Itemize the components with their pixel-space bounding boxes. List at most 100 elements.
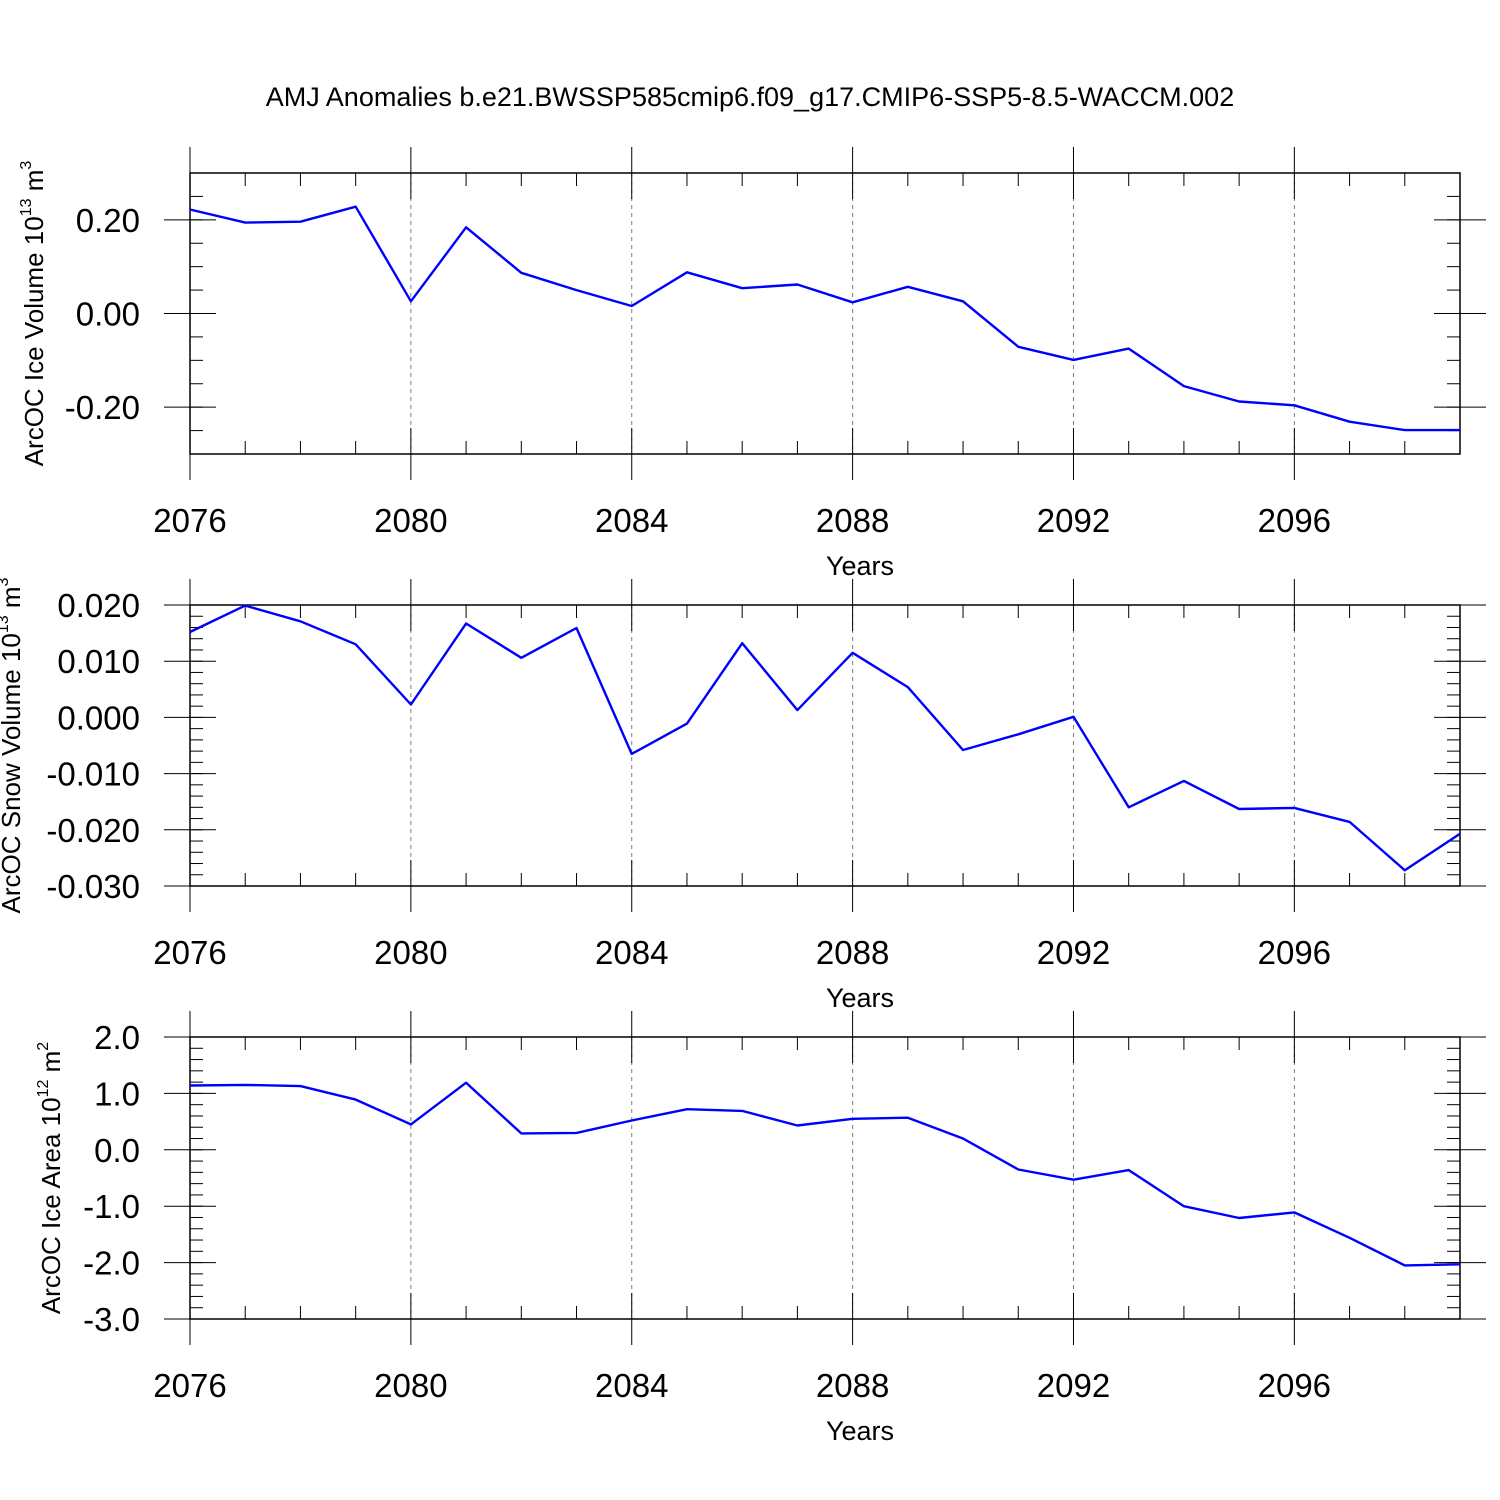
x-tick-label: 2096 (1258, 934, 1331, 971)
data-point (851, 1117, 855, 1121)
series-line (189, 604, 1461, 872)
y-tick-label: -0.030 (46, 868, 140, 905)
data-point (1348, 420, 1352, 424)
x-tick-label: 2088 (816, 934, 889, 971)
x-axis-label: Years (826, 551, 894, 581)
y-tick-label: 0.0 (94, 1132, 140, 1169)
y-tick-label: -3.0 (83, 1301, 140, 1338)
data-point (1071, 1178, 1075, 1182)
data-point (795, 282, 799, 286)
data-point (1403, 428, 1407, 432)
data-point (1127, 1168, 1131, 1172)
x-tick-label: 2088 (816, 1367, 889, 1404)
x-tick-label: 2084 (595, 1367, 668, 1404)
figure-title: AMJ Anomalies b.e21.BWSSP585cmip6.f09_g1… (266, 82, 1234, 112)
y-tick-label: 0.000 (57, 699, 140, 736)
panel-ice-volume: -0.20 0.00 0.20 2076 2080 2084 2088 2092 2096 Yea… (18, 147, 1486, 581)
series-line (189, 205, 1460, 432)
data-point (630, 304, 634, 308)
data-point (519, 656, 523, 660)
data-point (961, 1137, 965, 1141)
data-point (1182, 384, 1186, 388)
y-tick-label: -0.20 (65, 389, 140, 426)
data-point (354, 642, 358, 646)
y-tick-label: -0.010 (46, 756, 140, 793)
data-point (464, 622, 468, 626)
data-point (1016, 345, 1020, 349)
x-axis-label: Years (826, 983, 894, 1013)
panel-ice-area: -3.0 -2.0 -1.0 0.0 1.0 2.0 2076 2080 2084 2088 209… (35, 1011, 1486, 1446)
data-point (1458, 428, 1462, 432)
data-point (1182, 1204, 1186, 1208)
data-point (1237, 400, 1241, 404)
panel-snow-volume: -0.030 -0.020 -0.010 0.000 0.010 0.020 2076 208… (0, 577, 1486, 1013)
y-tick-label: -2.0 (83, 1245, 140, 1282)
data-point (464, 225, 468, 229)
y-tick-label: -1.0 (83, 1188, 140, 1225)
data-point (795, 1124, 799, 1128)
x-tick-label: 2080 (374, 934, 447, 971)
data-point (795, 708, 799, 712)
data-point (409, 299, 413, 303)
y-tick-label: 0.010 (57, 643, 140, 680)
data-point (961, 748, 965, 752)
data-point (1292, 1210, 1296, 1214)
data-point (1071, 715, 1075, 719)
plot-frame (189, 172, 1461, 455)
data-point (464, 1081, 468, 1085)
data-point (685, 1107, 689, 1111)
data-point (1458, 1262, 1462, 1266)
data-point (1458, 832, 1462, 836)
data-point (1127, 347, 1131, 351)
data-point (575, 1131, 579, 1135)
data-point (243, 604, 247, 608)
x-tick-label: 2088 (816, 502, 889, 539)
y-axis-label: ArcOC Ice Volume 1013 m3 (18, 161, 49, 467)
data-point (740, 641, 744, 645)
data-point (906, 685, 910, 689)
data-point (1403, 1263, 1407, 1267)
x-tick-label: 2080 (374, 502, 447, 539)
y-tick-label: -0.020 (46, 812, 140, 849)
y-tick-label: 0.00 (76, 296, 140, 333)
x-tick-label: 2076 (153, 502, 226, 539)
y-tick-label: 0.020 (57, 587, 140, 624)
data-point (188, 1084, 192, 1088)
x-tick-label: 2096 (1258, 1367, 1331, 1404)
data-point (1016, 732, 1020, 736)
plot-frame (189, 1036, 1461, 1320)
data-point (630, 1118, 634, 1122)
x-tick-label: 2084 (595, 934, 668, 971)
x-tick-label: 2096 (1258, 502, 1331, 539)
data-point (1016, 1168, 1020, 1172)
data-point (1348, 820, 1352, 824)
series-line (189, 1081, 1461, 1267)
y-axis-label: ArcOC Snow Volume 1013 m3 (0, 577, 26, 913)
x-tick-label: 2092 (1037, 502, 1110, 539)
x-tick-label: 2092 (1037, 1367, 1110, 1404)
x-tick-label: 2084 (595, 502, 668, 539)
data-point (685, 722, 689, 726)
data-point (298, 619, 302, 623)
data-point (685, 270, 689, 274)
x-tick-label: 2080 (374, 1367, 447, 1404)
data-point (630, 752, 634, 756)
y-axis-label: ArcOC Ice Area 1012 m2 (35, 1042, 66, 1314)
data-point (575, 288, 579, 292)
data-point (409, 702, 413, 706)
data-point (354, 1098, 358, 1102)
data-point (1237, 807, 1241, 811)
y-tick-label: 0.20 (76, 202, 140, 239)
data-point (409, 1122, 413, 1126)
data-point (1071, 358, 1075, 362)
x-tick-label: 2076 (153, 1367, 226, 1404)
plot-frame (189, 604, 1461, 887)
data-point (1237, 1216, 1241, 1220)
data-point (188, 630, 192, 634)
y-tick-label: 1.0 (94, 1075, 140, 1112)
x-tick-label: 2092 (1037, 934, 1110, 971)
data-point (1292, 806, 1296, 810)
data-point (851, 651, 855, 655)
data-point (298, 1084, 302, 1088)
